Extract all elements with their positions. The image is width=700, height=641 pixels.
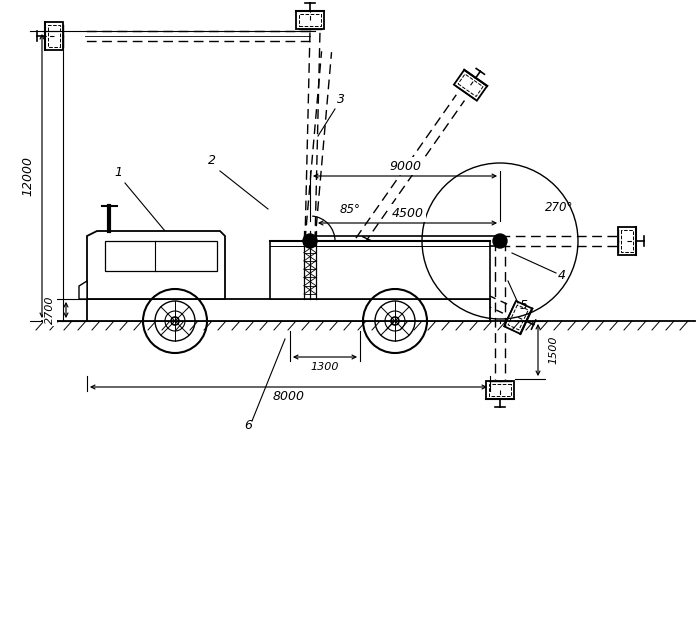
Text: 1500: 1500 [548,336,558,364]
Text: 270°: 270° [545,201,573,214]
Text: 4500: 4500 [391,206,423,219]
Text: 2700: 2700 [45,296,55,324]
Text: 1: 1 [114,166,122,179]
Text: 8000: 8000 [272,390,304,403]
Text: 9000: 9000 [389,160,421,172]
Text: 1300: 1300 [311,362,340,372]
Circle shape [303,234,317,248]
Text: 4: 4 [558,269,566,282]
Text: 6: 6 [244,419,252,432]
Polygon shape [79,281,87,299]
Circle shape [493,234,507,248]
Text: 3: 3 [337,93,345,106]
Text: 12000: 12000 [22,156,34,196]
Polygon shape [87,299,490,321]
Text: 2: 2 [208,154,216,167]
Polygon shape [270,241,490,299]
Text: 85°: 85° [340,203,361,216]
Polygon shape [87,231,225,299]
Text: 5: 5 [520,299,528,312]
